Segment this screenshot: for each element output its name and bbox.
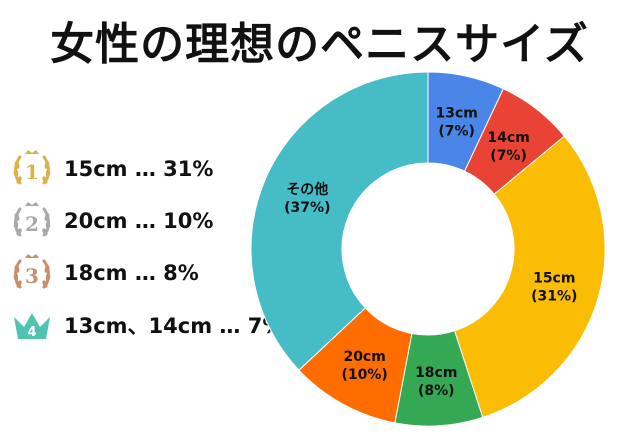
slice-label-name: 18cm (415, 365, 457, 381)
donut-slices (250, 71, 606, 427)
slice-label-percent: (8%) (418, 383, 455, 399)
ranking-list: 1 15cm … 31% 2 20cm … 10% (10, 143, 284, 351)
slice-label-percent: (10%) (341, 367, 387, 383)
slice-label-name: 15cm (533, 271, 575, 287)
bronze-crown-laurel-icon: 3 (13, 254, 51, 289)
rank-number: 3 (25, 264, 39, 288)
rank-text: 15cm … 31% (64, 157, 214, 181)
rank-row-1: 1 15cm … 31% (10, 143, 280, 195)
slice-label-name: その他 (286, 181, 328, 198)
slice-label-name: 20cm (343, 349, 385, 365)
silver-crown-laurel-icon: 2 (13, 202, 51, 237)
gold-crown-laurel-icon: 1 (13, 150, 51, 185)
slice-label-name: 13cm (435, 106, 477, 122)
donut-slice-6 (250, 71, 429, 371)
slice-label-percent: (7%) (490, 148, 527, 164)
rank-row-4: 4 13cm、14cm … 7% (10, 299, 284, 351)
chart-title: 女性の理想のペニスサイズ (50, 19, 589, 70)
rank-row-2: 2 20cm … 10% (10, 195, 280, 247)
rank-text: 20cm … 10% (64, 209, 214, 233)
rank-row-3: 3 18cm … 8% (10, 247, 280, 299)
slice-label-percent: (31%) (531, 289, 577, 305)
rank-number: 4 (27, 325, 36, 340)
rank-number: 1 (25, 160, 39, 184)
donut-slice-3 (453, 135, 606, 418)
slice-label-percent: (37%) (284, 200, 330, 216)
teal-crown-icon: 4 (14, 313, 50, 340)
slice-label-percent: (7%) (438, 124, 475, 140)
slice-label-name: 14cm (487, 130, 529, 146)
slice-labels: 13cm (7%) 14cm (7%) 15cm (31%) 18cm (8%) 20cm (10… (284, 106, 577, 400)
rank-text: 13cm、14cm … 7% (64, 314, 284, 338)
rank-text: 18cm … 8% (64, 261, 199, 285)
rank-number: 2 (25, 212, 39, 236)
